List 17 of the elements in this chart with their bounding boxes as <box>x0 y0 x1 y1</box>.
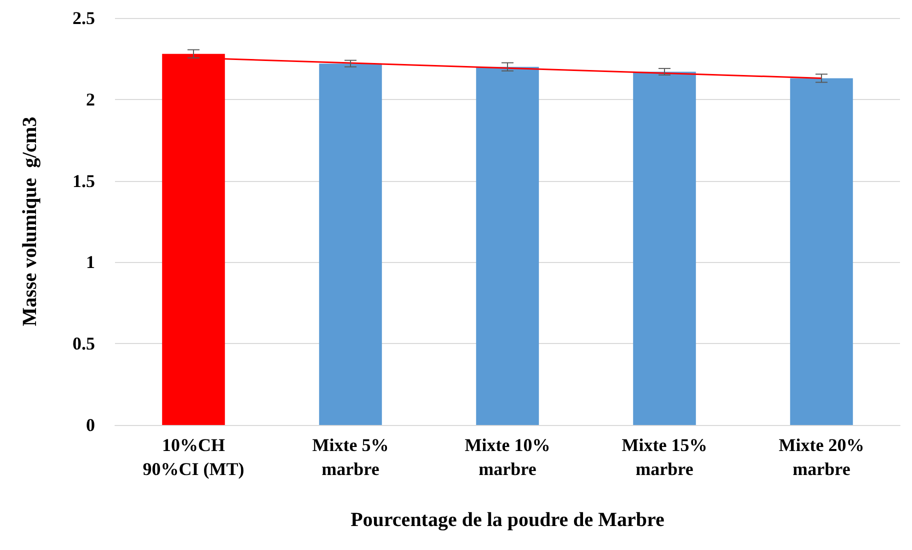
y-tick-label: 1.5 <box>72 170 95 191</box>
y-tick-label: 2.5 <box>72 8 95 28</box>
x-tick-label: Mixte 20% marbre <box>778 435 864 479</box>
y-axis-title: Masse volumique g/cm3 <box>19 116 41 326</box>
bar <box>790 78 853 425</box>
x-axis-title: Pourcentage de la poudre de Marbre <box>350 509 665 531</box>
y-tick-label: 1 <box>86 252 95 272</box>
y-tick-label: 0.5 <box>72 334 95 354</box>
y-tick-label: 2 <box>86 89 95 110</box>
y-tick-label: 0 <box>86 415 95 435</box>
bar <box>319 64 382 425</box>
x-tick-label: Mixte 5% marbre <box>312 435 389 479</box>
x-tick-label: Mixte 15% marbre <box>622 435 708 479</box>
x-tick-label: 10%CH 90%CI (MT) <box>142 435 244 479</box>
bar <box>633 72 696 425</box>
x-tick-label: Mixte 10% marbre <box>464 435 550 479</box>
bar <box>476 66 539 425</box>
